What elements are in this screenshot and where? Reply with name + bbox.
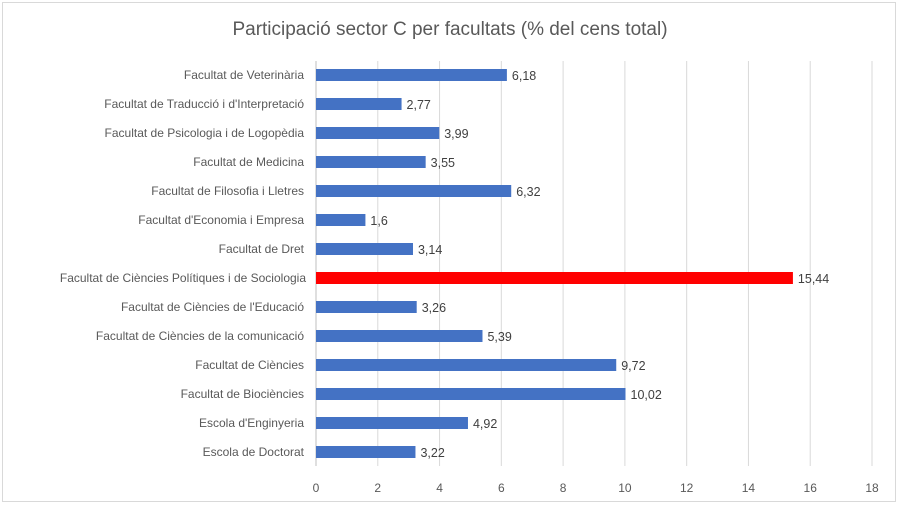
category-label: Facultat de Ciències de l'Educació <box>121 300 304 314</box>
bar <box>316 243 413 255</box>
x-tick-label: 10 <box>618 481 632 495</box>
bar <box>316 185 512 197</box>
category-label: Facultat de Ciències de la comunicació <box>96 329 304 343</box>
data-label: 6,18 <box>512 69 536 83</box>
chart-title: Participació sector C per facultats (% d… <box>232 19 667 40</box>
category-label: Facultat de Ciències <box>195 358 304 372</box>
data-label: 3,26 <box>422 301 446 315</box>
bar <box>316 214 366 226</box>
x-tick-label: 12 <box>680 481 694 495</box>
bar <box>316 98 402 110</box>
data-label: 6,32 <box>516 185 540 199</box>
bar <box>316 359 617 371</box>
bar <box>316 301 417 313</box>
bar <box>316 69 507 81</box>
data-label: 4,92 <box>473 417 497 431</box>
category-label: Facultat de Veterinària <box>184 68 304 82</box>
data-label: 3,14 <box>418 243 442 257</box>
category-label: Facultat de Medicina <box>193 155 304 169</box>
data-label: 10,02 <box>631 388 662 402</box>
data-label: 15,44 <box>798 272 829 286</box>
x-tick-label: 16 <box>804 481 818 495</box>
category-label: Escola d'Enginyeria <box>199 416 304 430</box>
category-label: Facultat de Psicologia i de Logopèdia <box>105 126 305 140</box>
category-label: Facultat de Filosofia i Lletres <box>151 184 304 198</box>
bar <box>316 417 468 429</box>
data-label: 3,22 <box>420 446 444 460</box>
data-label: 2,77 <box>407 98 431 112</box>
x-tick-label: 18 <box>865 481 879 495</box>
x-tick-label: 2 <box>374 481 381 495</box>
bar <box>316 272 793 284</box>
data-label: 3,99 <box>444 127 468 141</box>
data-label: 5,39 <box>487 330 511 344</box>
category-label: Facultat de Dret <box>219 242 305 256</box>
category-label: Facultat de Ciències Polítiques i de Soc… <box>60 271 306 285</box>
bar <box>316 127 440 139</box>
x-tick-label: 14 <box>742 481 756 495</box>
bar <box>316 330 483 342</box>
bar <box>316 388 626 400</box>
data-label: 9,72 <box>621 359 645 373</box>
category-label: Facultat de Traducció i d'Interpretació <box>104 97 304 111</box>
bar <box>316 156 426 168</box>
category-label: Facultat de Biociències <box>181 387 304 401</box>
category-label: Facultat d'Economia i Empresa <box>138 213 304 227</box>
bar <box>316 446 416 458</box>
x-tick-label: 6 <box>498 481 505 495</box>
data-label: 1,6 <box>370 214 387 228</box>
category-label: Escola de Doctorat <box>203 445 305 459</box>
x-tick-label: 8 <box>560 481 567 495</box>
x-tick-label: 0 <box>313 481 320 495</box>
x-tick-label: 4 <box>436 481 443 495</box>
data-label: 3,55 <box>431 156 455 170</box>
